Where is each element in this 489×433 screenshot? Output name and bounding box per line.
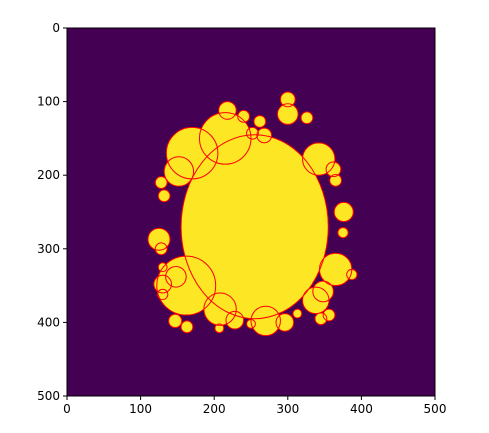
yellow-lobe bbox=[319, 253, 352, 286]
yellow-lobe bbox=[346, 269, 357, 280]
y-tick-label: 100 bbox=[37, 95, 60, 109]
circle-mark bbox=[156, 255, 217, 316]
circle-mark bbox=[302, 142, 336, 176]
yellow-lobe bbox=[168, 314, 182, 328]
circle-mark bbox=[157, 262, 168, 273]
yellow-lobe bbox=[155, 242, 168, 255]
x-tick-label: 500 bbox=[424, 402, 447, 416]
x-tick-label: 100 bbox=[129, 402, 152, 416]
yellow-lobe bbox=[337, 227, 349, 238]
circle-mark bbox=[312, 280, 334, 303]
circle-mark bbox=[163, 156, 195, 187]
yellow-lobe bbox=[225, 311, 244, 330]
circle-mark bbox=[165, 265, 187, 288]
y-tick-label: 300 bbox=[37, 242, 60, 256]
circle-mark bbox=[154, 242, 168, 256]
y-tick-label: 400 bbox=[37, 315, 60, 329]
circle-mark bbox=[198, 112, 252, 165]
circle-mark bbox=[292, 308, 303, 319]
circle-mark bbox=[329, 173, 343, 187]
yellow-main-body bbox=[181, 134, 329, 319]
circle-mark bbox=[279, 91, 296, 108]
circle-mark bbox=[300, 111, 314, 125]
yellow-lobe bbox=[334, 202, 354, 222]
x-tick-label: 0 bbox=[63, 402, 71, 416]
yellow-lobe bbox=[155, 176, 168, 189]
circle-mark bbox=[157, 288, 169, 301]
x-axis: 0 100 200 300 400 500 bbox=[63, 396, 446, 416]
yellow-lobe bbox=[181, 320, 193, 333]
yellow-lobe bbox=[292, 309, 302, 318]
circle-mark bbox=[256, 127, 273, 144]
y-tick-label: 200 bbox=[37, 168, 60, 182]
circle-mark bbox=[250, 305, 281, 337]
circle-mark bbox=[214, 323, 225, 334]
circle-mark bbox=[302, 286, 330, 315]
circle-mark bbox=[276, 103, 299, 125]
circle-mark bbox=[246, 318, 256, 329]
y-axis: 0 100 200 300 400 500 bbox=[37, 21, 67, 403]
yellow-lobe bbox=[326, 161, 341, 177]
yellow-lobe bbox=[302, 287, 330, 314]
y-tick-label: 0 bbox=[52, 21, 60, 35]
yellow-lobe bbox=[164, 156, 194, 187]
circle-mark bbox=[147, 227, 171, 251]
circle-mark bbox=[333, 201, 354, 223]
x-tick-label: 400 bbox=[350, 402, 373, 416]
yellow-lobe bbox=[251, 306, 281, 336]
x-tick-label: 300 bbox=[276, 402, 299, 416]
circle-mark bbox=[253, 115, 267, 128]
yellow-lobe bbox=[153, 275, 172, 293]
circle-mark bbox=[225, 310, 245, 330]
circle-mark bbox=[218, 101, 237, 120]
yellow-lobe bbox=[329, 174, 342, 187]
yellow-lobe bbox=[253, 115, 266, 128]
circle-mark bbox=[153, 274, 173, 294]
circle-mark bbox=[157, 189, 171, 203]
x-tick-label: 200 bbox=[203, 402, 226, 416]
yellow-lobe bbox=[315, 312, 327, 325]
circle-overlay bbox=[147, 91, 358, 337]
yellow-lobe bbox=[214, 323, 224, 333]
plot-frame bbox=[66, 27, 436, 397]
circle-mark bbox=[275, 313, 295, 332]
circle-mark bbox=[325, 161, 342, 178]
circle-mark bbox=[180, 320, 194, 334]
circle-mark bbox=[322, 308, 336, 322]
circle-mark bbox=[346, 268, 358, 281]
yellow-lobe bbox=[277, 103, 299, 125]
circle-mark bbox=[314, 312, 328, 326]
circle-mark bbox=[337, 226, 349, 239]
yellow-lobe bbox=[280, 92, 296, 107]
circle-mark bbox=[154, 176, 168, 189]
y-tick-label: 500 bbox=[37, 389, 60, 403]
yellow-lobe bbox=[158, 189, 171, 202]
circle-mark bbox=[246, 126, 259, 140]
yellow-lobe bbox=[301, 111, 313, 124]
circle-mark bbox=[168, 313, 183, 329]
circle-mark bbox=[203, 292, 237, 326]
main-circle bbox=[180, 134, 329, 320]
yellow-lobe bbox=[157, 289, 168, 300]
